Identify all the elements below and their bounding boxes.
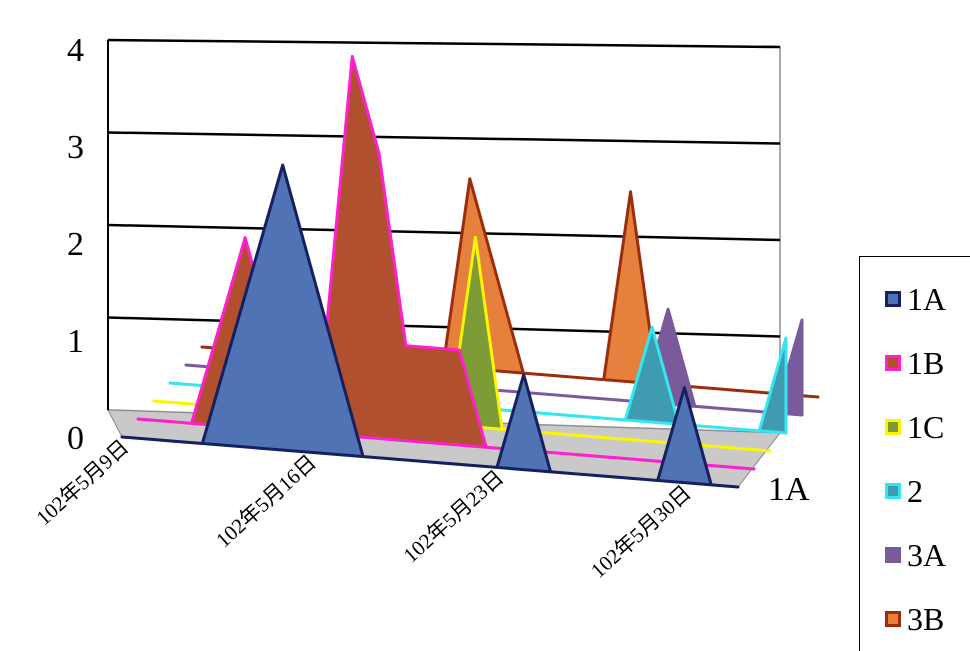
legend-item-3a: 3A: [885, 535, 946, 575]
legend-label: 2: [907, 473, 923, 509]
legend-swatch: [885, 547, 901, 563]
depth-axis-label: 1A: [768, 471, 810, 508]
legend-item-1b: 1B: [885, 343, 944, 383]
series-layer: [120, 54, 820, 489]
gridline: [107, 131, 781, 145]
legend-label: 3B: [907, 601, 945, 637]
y-tick-label: 1: [67, 323, 84, 360]
legend-swatch: [885, 355, 901, 371]
gridline: [107, 38, 781, 49]
legend-swatch: [885, 419, 901, 435]
y-tick-label: 3: [67, 129, 84, 166]
y-axis-ticks: 0 1 2 3 4: [67, 32, 84, 457]
legend-label: 3A: [907, 537, 947, 573]
legend-label: 1B: [907, 345, 945, 381]
legend-item-2: 2: [885, 471, 923, 511]
legend: 1A 1B 1C 2 3A 3B: [859, 256, 970, 651]
gridline: [107, 223, 781, 242]
legend-item-1a: 1A: [885, 279, 946, 319]
legend-label: 1A: [907, 281, 947, 317]
y-tick-label: 2: [67, 226, 84, 263]
series-area-1a: [120, 163, 740, 489]
x-tick-label: 102年5月16日: [211, 450, 321, 552]
legend-label: 1C: [907, 409, 945, 445]
legend-swatch: [885, 483, 901, 499]
y-tick-label: 4: [67, 32, 84, 69]
y-tick-label: 0: [67, 420, 84, 457]
legend-swatch: [885, 291, 901, 307]
legend-item-3b: 3B: [885, 599, 944, 639]
legend-swatch: [885, 611, 901, 627]
x-tick-label: 102年5月30日: [586, 481, 696, 583]
x-tick-label: 102年5月23日: [399, 465, 509, 567]
legend-item-1c: 1C: [885, 407, 944, 447]
